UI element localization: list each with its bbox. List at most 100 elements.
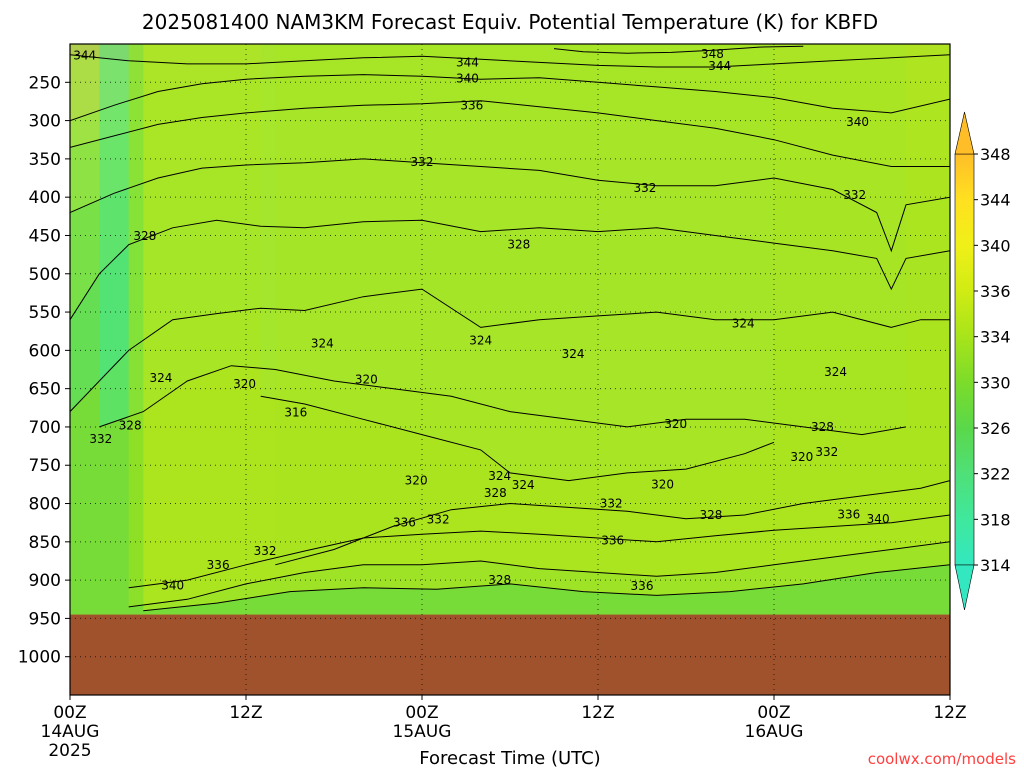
colorbar-label-330: 330 xyxy=(980,373,1011,392)
colorbar-body xyxy=(954,153,975,566)
contour-label-32: 332 xyxy=(600,497,623,511)
contour-lines xyxy=(70,45,950,612)
contour-label-12: 324 xyxy=(732,317,755,331)
contour-line-340 xyxy=(143,564,950,612)
contour-label-28: 324 xyxy=(488,469,511,483)
contour-label-11: 328 xyxy=(507,238,530,252)
contour-label-30: 328 xyxy=(484,486,507,500)
chart-title: 2025081400 NAM3KM Forecast Equiv. Potent… xyxy=(142,10,878,34)
contour-label-42: 328 xyxy=(488,573,511,587)
contour-label-37: 332 xyxy=(427,513,450,527)
plot-frame xyxy=(69,43,951,696)
colorbar-labels: 314 318 322 326 330 334 336 340 344 348 xyxy=(974,145,1011,575)
colorbar-label-344: 344 xyxy=(980,191,1011,210)
contour-label-36: 336 xyxy=(393,516,416,530)
contour-label-22: 328 xyxy=(811,420,834,434)
y-axis-ticks: 250 300 350 400 450 500 550 600 650 700 750 800 850 9… xyxy=(18,73,70,668)
credit-link[interactable]: coolwx.com/models xyxy=(868,750,1016,768)
contour-label-23: 332 xyxy=(815,445,838,459)
contour-line-328 xyxy=(70,219,950,320)
contour-label-14: 324 xyxy=(469,333,492,347)
y-tick-label-350: 350 xyxy=(29,150,61,170)
colorbar-label-322: 322 xyxy=(980,465,1011,484)
x-tick-label-48: 00Z xyxy=(757,703,790,723)
y-tick-label-300: 300 xyxy=(29,112,61,132)
contour-label-34: 336 xyxy=(837,507,860,521)
contour-label-35: 340 xyxy=(867,512,890,526)
field-band-340 xyxy=(143,44,950,611)
field-band-332 xyxy=(128,44,950,588)
contour-label-29: 324 xyxy=(512,478,535,492)
contour-line-332 xyxy=(70,158,950,253)
contour-label-10: 328 xyxy=(133,229,156,243)
colorbar-top-arrow xyxy=(954,111,975,155)
contour-label-20: 316 xyxy=(284,405,307,419)
contour-label-6: 336 xyxy=(460,98,483,112)
y-tick-label-850: 850 xyxy=(29,533,61,553)
contour-label-18: 320 xyxy=(233,377,256,391)
y-tick-label-900: 900 xyxy=(29,571,61,591)
colorbar-label-318: 318 xyxy=(980,510,1011,529)
y-tick-label-950: 950 xyxy=(29,609,61,629)
y-tick-label-600: 600 xyxy=(29,341,61,361)
colorbar-label-348: 348 xyxy=(980,145,1011,164)
contour-label-41: 340 xyxy=(161,578,184,592)
y-tick-label-550: 550 xyxy=(29,303,61,323)
contour-label-2: 344 xyxy=(456,55,479,69)
contour-line-316 xyxy=(260,395,775,482)
y-tick-label-500: 500 xyxy=(29,265,61,285)
grid-lines xyxy=(70,44,950,695)
contour-line-348 xyxy=(553,45,804,54)
contour-label-19: 320 xyxy=(355,372,378,386)
x-tick-year-0: 2025 xyxy=(48,741,91,761)
y-tick-label-650: 650 xyxy=(29,380,61,400)
ground-below-surface xyxy=(70,614,950,695)
y-tick-label-700: 700 xyxy=(29,418,61,438)
contour-label-13: 324 xyxy=(311,336,334,350)
contour-label-7: 332 xyxy=(411,155,434,169)
colorbar-label-314: 314 xyxy=(980,556,1011,575)
y-tick-label-400: 400 xyxy=(29,188,61,208)
field-band-316 xyxy=(260,44,775,481)
x-tick-label-36: 12Z xyxy=(581,703,614,723)
contour-label-21: 320 xyxy=(664,417,687,431)
contour-label-5: 340 xyxy=(846,115,869,129)
colorbar-label-340: 340 xyxy=(980,236,1011,255)
colorbar-label-334: 334 xyxy=(980,328,1011,347)
contour-label-4: 340 xyxy=(456,71,479,85)
x-tick-date-48: 16AUG xyxy=(745,722,804,742)
colorbar-label-326: 326 xyxy=(980,419,1011,438)
colorbar-label-336: 336 xyxy=(980,282,1011,301)
x-tick-label-60: 12Z xyxy=(933,703,966,723)
field-band-336 xyxy=(128,44,950,607)
contour-label-17: 324 xyxy=(824,365,847,379)
contour-label-8: 332 xyxy=(633,181,656,195)
contour-label-26: 332 xyxy=(89,432,112,446)
y-tick-label-250: 250 xyxy=(29,73,61,93)
contour-label-3: 344 xyxy=(708,59,731,73)
y-tick-label-450: 450 xyxy=(29,226,61,246)
x-tick-date-24: 15AUG xyxy=(393,722,452,742)
contour-label-16: 324 xyxy=(149,371,172,385)
field-band-328 xyxy=(275,44,950,565)
contour-line-328 xyxy=(275,480,950,566)
contour-label-27: 320 xyxy=(405,474,428,488)
y-tick-label-1000: 1000 xyxy=(18,648,61,668)
contour-label-25: 328 xyxy=(119,418,142,432)
temperature-field xyxy=(70,44,950,695)
contour-label-31: 320 xyxy=(651,477,674,491)
contour-line-332 xyxy=(128,514,950,589)
contour-line-344 xyxy=(70,54,950,68)
contour-label-39: 332 xyxy=(254,544,277,558)
contour-line-336 xyxy=(70,100,950,167)
contour-label-1: 348 xyxy=(701,47,724,61)
contour-label-15: 324 xyxy=(562,347,585,361)
x-tick-label-12: 12Z xyxy=(229,703,262,723)
y-tick-label-800: 800 xyxy=(29,495,61,515)
contour-label-0: 344 xyxy=(73,48,96,62)
contour-label-43: 336 xyxy=(631,579,654,593)
contour-line-320 xyxy=(99,365,907,436)
